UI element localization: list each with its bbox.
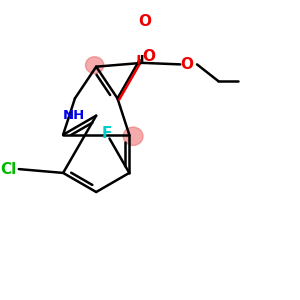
- Text: O: O: [181, 57, 194, 72]
- Text: O: O: [138, 14, 151, 29]
- Text: O: O: [142, 50, 155, 64]
- Ellipse shape: [85, 57, 104, 74]
- Text: NH: NH: [63, 109, 85, 122]
- Ellipse shape: [123, 127, 143, 146]
- Text: Cl: Cl: [0, 162, 16, 177]
- Text: F: F: [101, 126, 112, 141]
